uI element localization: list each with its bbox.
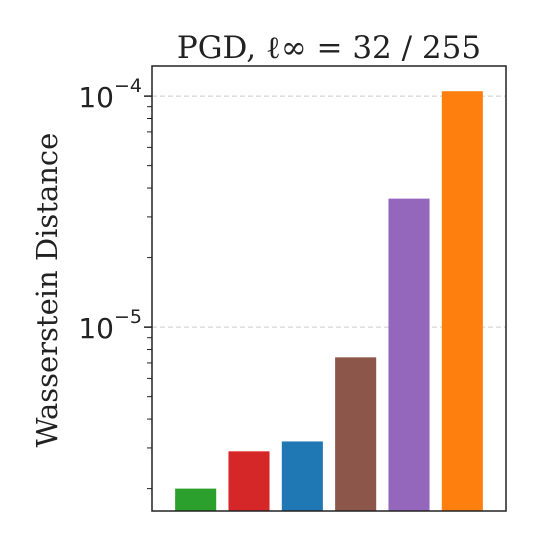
gridlines <box>152 95 506 328</box>
y-tick-label-exponent: −5 <box>114 306 142 328</box>
y-axis-ticks: 10−510−4 <box>78 75 152 490</box>
y-axis-label: Wasserstein Distance <box>30 133 64 448</box>
bar <box>175 488 217 511</box>
chart-title: PGD, ℓ∞ = 32 / 255 <box>177 30 481 66</box>
bars <box>175 91 483 512</box>
bar <box>281 441 323 511</box>
bar <box>335 357 377 511</box>
plot-frame <box>151 65 507 512</box>
y-tick-label-exponent: −4 <box>114 75 142 97</box>
bar <box>441 91 483 511</box>
y-tick-label: 10 <box>78 312 114 345</box>
bar <box>388 198 430 512</box>
bar <box>228 451 270 511</box>
y-tick-label: 10 <box>78 81 114 114</box>
